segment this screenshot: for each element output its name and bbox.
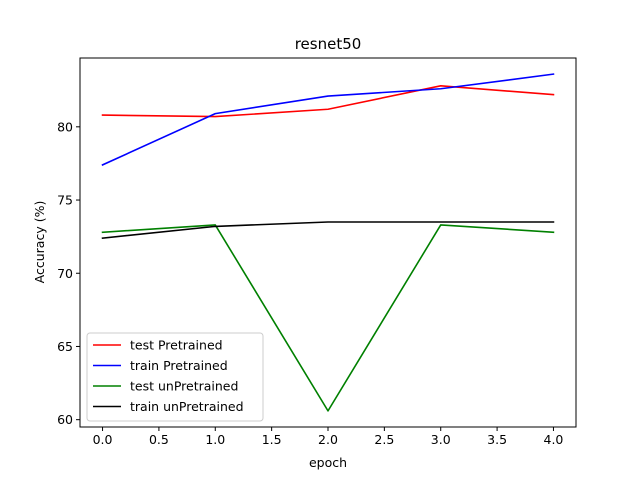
x-axis: 0.0 0.5 1.0 1.5 2.0 2.5 3.0 3.5 4.0 bbox=[93, 427, 564, 447]
legend-label-3: train unPretrained bbox=[130, 399, 244, 414]
y-axis-label: Accuracy (%) bbox=[32, 201, 47, 284]
x-axis-label: epoch bbox=[309, 455, 347, 470]
legend-label-2: test unPretrained bbox=[130, 379, 238, 394]
series-line-2 bbox=[101, 224, 555, 412]
x-tick-label: 1.0 bbox=[205, 432, 225, 447]
x-tick-label: 0.0 bbox=[93, 432, 113, 447]
series-line-0 bbox=[101, 85, 555, 118]
series-line-1 bbox=[101, 73, 555, 166]
y-tick-label: 70 bbox=[57, 266, 73, 281]
x-tick-label: 2.0 bbox=[318, 432, 338, 447]
legend-label-0: test Pretrained bbox=[130, 338, 223, 353]
y-axis: 60 65 70 75 80 bbox=[57, 119, 80, 427]
x-tick-label: 1.5 bbox=[262, 432, 282, 447]
chart-title: resnet50 bbox=[295, 35, 362, 53]
y-tick-label: 65 bbox=[57, 339, 73, 354]
x-tick-label: 2.5 bbox=[374, 432, 394, 447]
x-tick-label: 3.5 bbox=[487, 432, 507, 447]
y-tick-label: 75 bbox=[57, 193, 73, 208]
y-tick-label: 60 bbox=[57, 412, 73, 427]
plot-lines bbox=[101, 73, 555, 412]
x-tick-label: 3.0 bbox=[431, 432, 451, 447]
legend-box bbox=[86, 332, 264, 422]
legend: test Pretrained train Pretrained test unPr… bbox=[86, 332, 264, 422]
x-tick-label: 4.0 bbox=[544, 432, 564, 447]
legend-label-1: train Pretrained bbox=[130, 358, 228, 373]
x-tick-label: 0.5 bbox=[149, 432, 169, 447]
series-line-3 bbox=[101, 221, 555, 239]
y-tick-label: 80 bbox=[57, 119, 73, 134]
